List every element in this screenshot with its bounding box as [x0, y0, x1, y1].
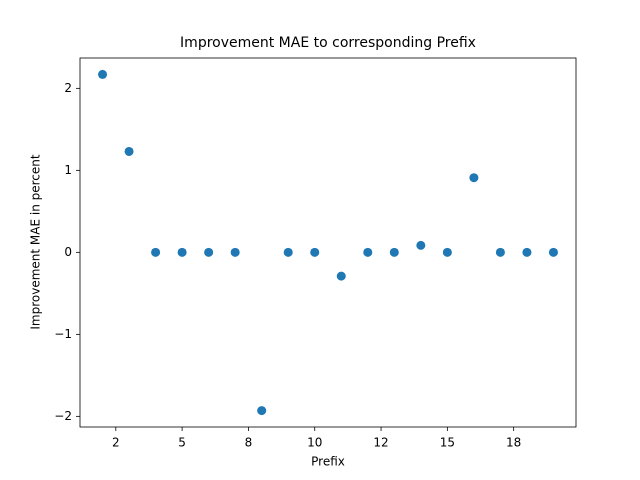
point [469, 173, 479, 183]
point [257, 406, 267, 416]
point [442, 247, 452, 257]
y-tick-label: −1 [54, 327, 72, 341]
x-tick-label: 8 [245, 436, 253, 450]
x-tick-label: 12 [373, 436, 388, 450]
x-axis-label: Prefix [311, 455, 345, 469]
y-axis-label: Improvement MAE in percent [29, 154, 43, 330]
point [336, 271, 346, 281]
point [151, 247, 161, 257]
point [230, 247, 240, 257]
point [204, 247, 214, 257]
point [495, 247, 505, 257]
x-tick-label: 2 [112, 436, 120, 450]
chart-title: Improvement MAE to corresponding Prefix [180, 35, 476, 51]
point [522, 247, 532, 257]
point [98, 69, 108, 79]
x-tick-label: 15 [440, 436, 455, 450]
x-tick-label: 5 [178, 436, 186, 450]
y-tick-label: −2 [54, 409, 72, 423]
y-tick-label: 1 [64, 163, 72, 177]
point [124, 146, 134, 156]
point [283, 247, 293, 257]
point [177, 247, 187, 257]
y-tick-label: 2 [64, 81, 72, 95]
y-tick-label: 0 [64, 245, 72, 259]
x-tick-label: 10 [307, 436, 322, 450]
point [363, 247, 373, 257]
point [389, 247, 399, 257]
point [548, 247, 558, 257]
x-tick-label: 18 [506, 436, 521, 450]
point [310, 247, 320, 257]
plot-frame [79, 57, 577, 428]
point [416, 240, 426, 250]
